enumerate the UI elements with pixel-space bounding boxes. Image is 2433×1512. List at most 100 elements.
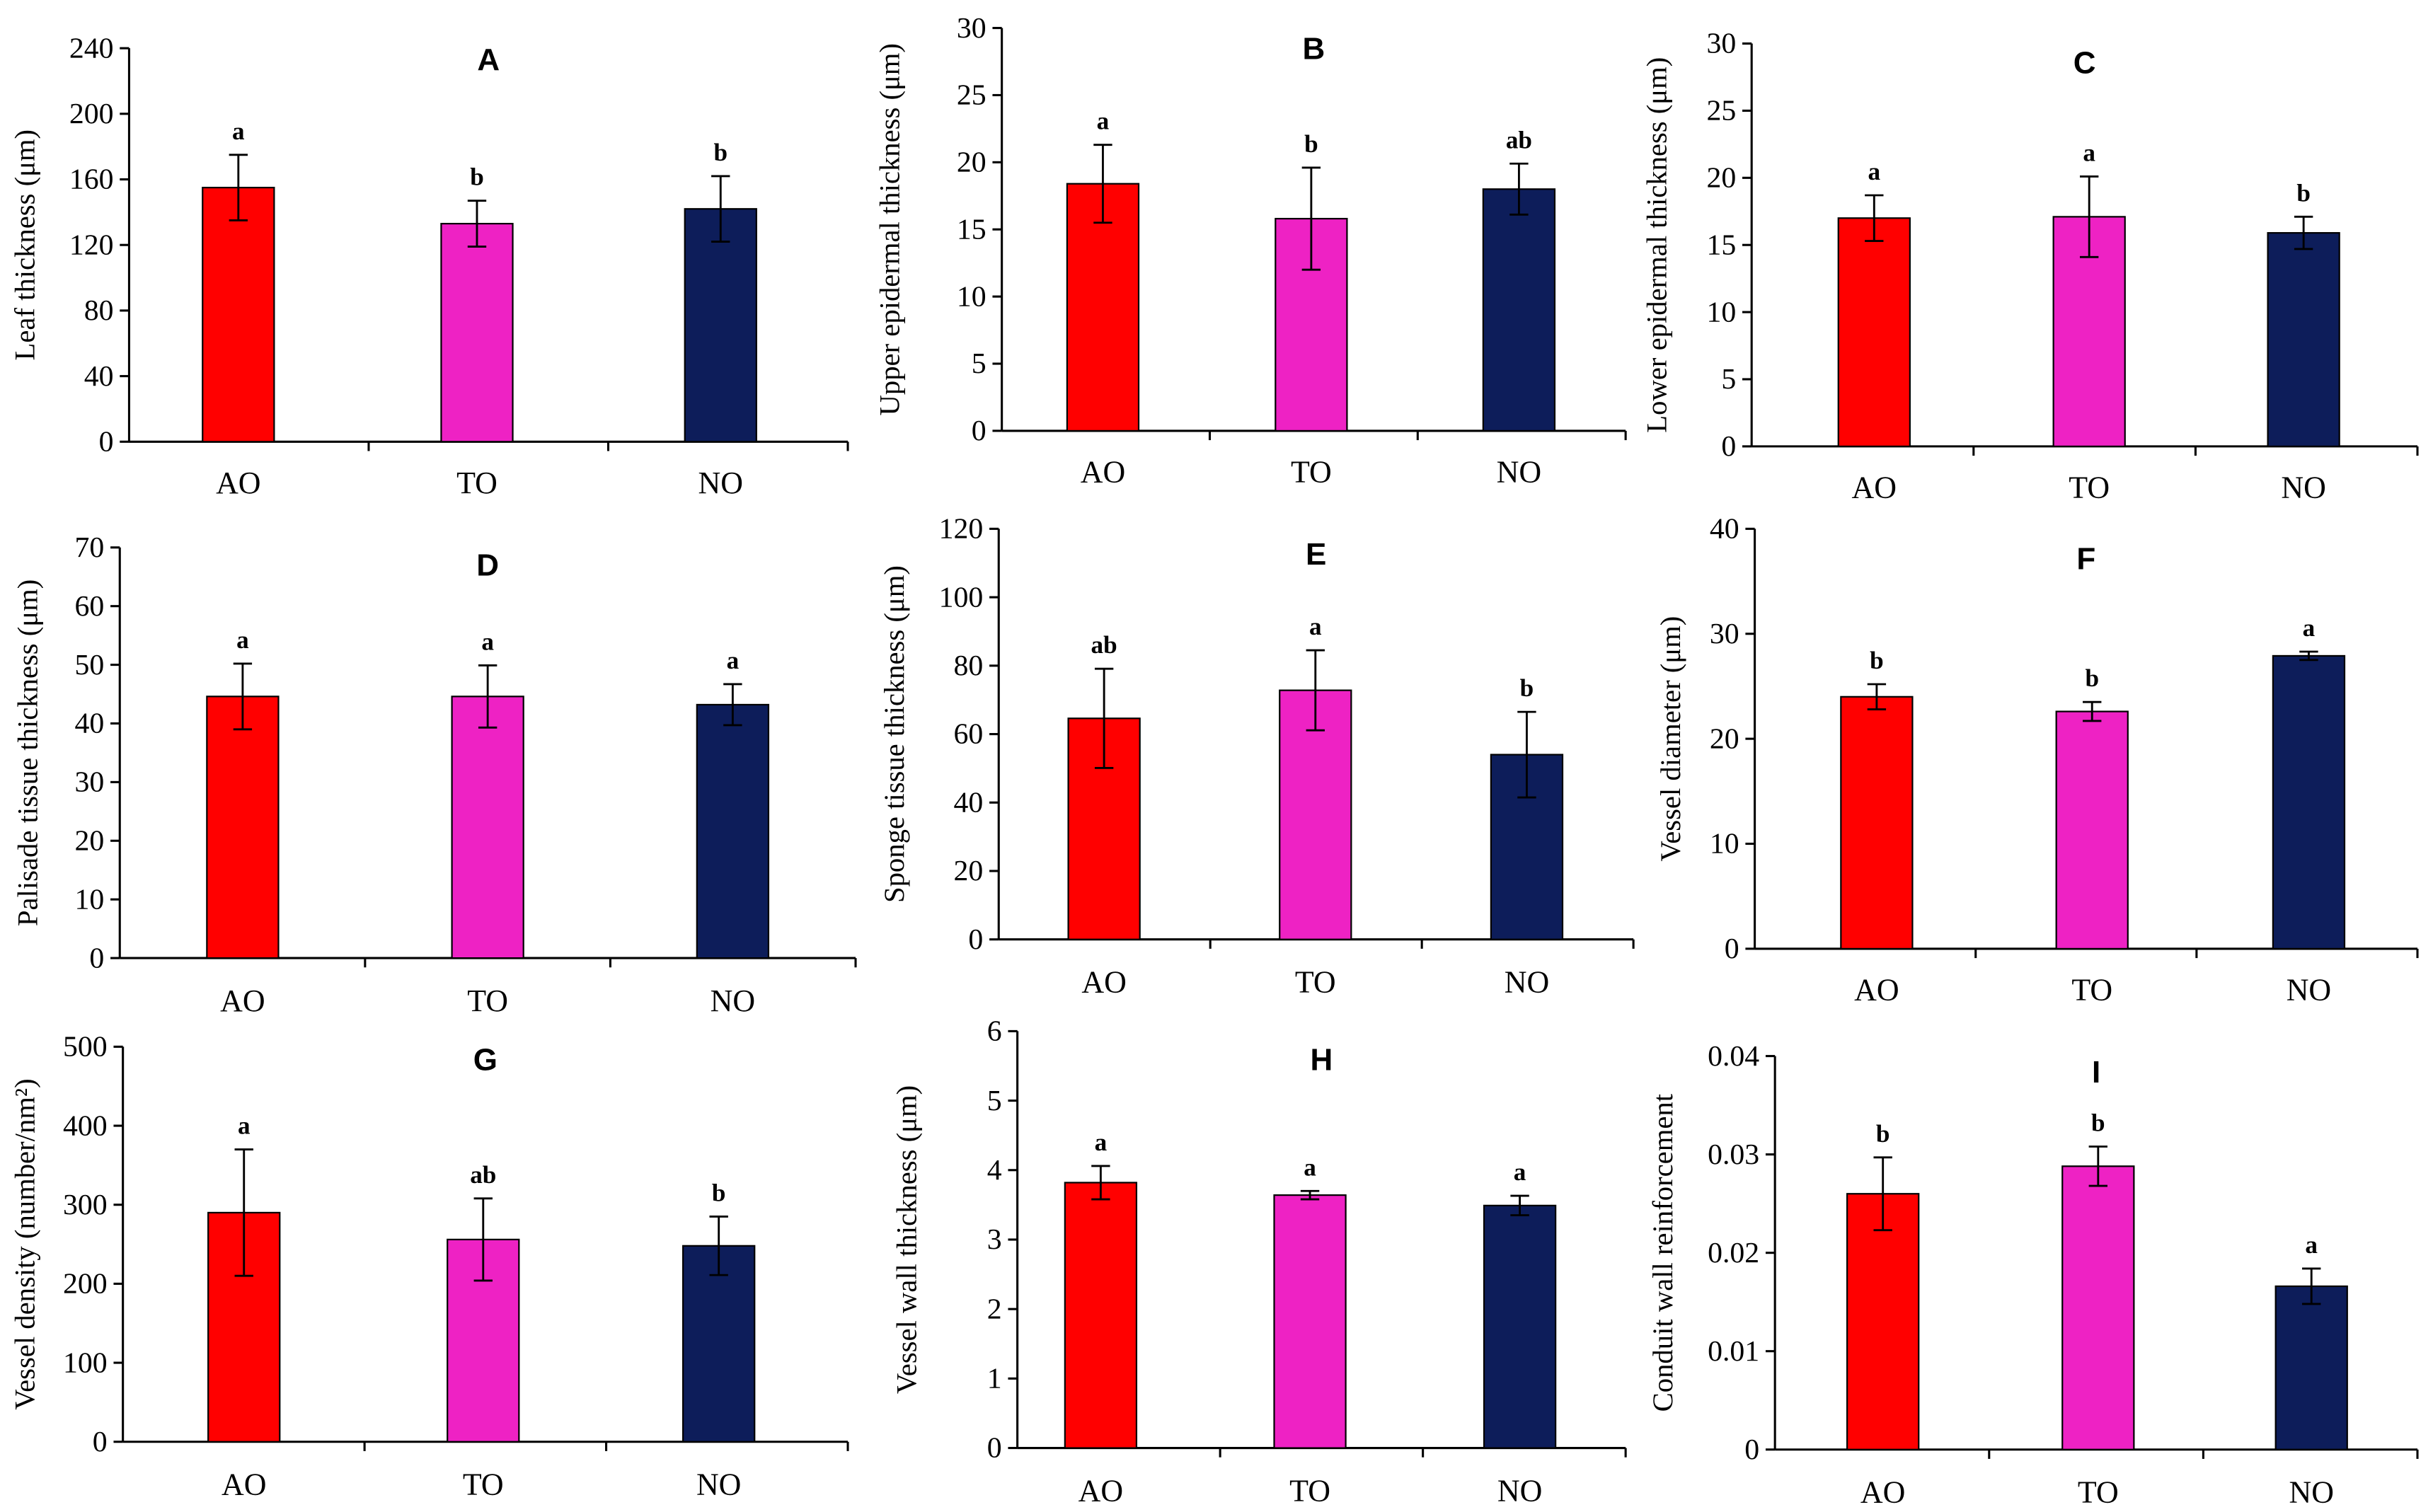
y-tick-label: 5 — [1721, 363, 1736, 396]
x-tick-label: AO — [222, 1467, 266, 1501]
bar-ao — [1846, 1193, 1920, 1450]
x-tick-label: TO — [463, 1467, 504, 1501]
x-tick-label: AO — [1860, 1475, 1905, 1509]
y-tick-label: 70 — [75, 531, 105, 564]
y-tick-label: 0 — [972, 415, 987, 447]
y-tick-label: 80 — [954, 650, 984, 682]
significance-letter: ab — [470, 1161, 496, 1189]
y-tick-label: 40 — [954, 786, 984, 819]
y-tick-label: 10 — [1710, 828, 1739, 860]
panel-title: C — [2073, 45, 2096, 80]
significance-letter: a — [1514, 1158, 1526, 1186]
y-tick-label: 5 — [972, 347, 987, 380]
y-tick-label: 0 — [987, 1432, 1002, 1465]
y-tick-label: 240 — [69, 32, 114, 64]
bar-no — [696, 703, 770, 959]
bar-no — [2272, 654, 2346, 950]
y-tick-label: 20 — [954, 855, 984, 887]
significance-letter: a — [1309, 613, 1322, 640]
y-tick-label: 120 — [939, 513, 984, 546]
y-tick-label: 30 — [1710, 618, 1739, 650]
bar-ao — [1067, 717, 1141, 940]
y-tick-label: 80 — [84, 294, 114, 327]
significance-letter: a — [2083, 139, 2095, 166]
significance-letter: a — [238, 1112, 251, 1140]
y-tick-label: 20 — [75, 824, 105, 857]
significance-letter: a — [2303, 614, 2316, 642]
bar-ao — [1064, 1182, 1138, 1449]
x-tick-label: NO — [2289, 1475, 2333, 1509]
bar-ao — [1840, 696, 1914, 950]
bar-to — [1279, 689, 1352, 940]
y-tick-label: 0 — [1725, 933, 1739, 965]
y-tick-label: 200 — [69, 98, 114, 130]
y-tick-label: 4 — [987, 1154, 1002, 1187]
panel-title: D — [476, 548, 499, 582]
significance-letter: b — [1520, 674, 1534, 702]
y-tick-label: 0 — [968, 923, 983, 956]
y-tick-label: 300 — [63, 1189, 108, 1221]
y-tick-label: 40 — [75, 708, 105, 740]
y-tick-label: 40 — [84, 360, 114, 393]
bar-to — [451, 696, 524, 959]
bar-no — [1482, 188, 1556, 432]
bar-to — [440, 222, 514, 443]
y-tick-label: 10 — [75, 883, 105, 916]
x-tick-label: NO — [2287, 972, 2331, 1007]
x-tick-label: NO — [1505, 964, 1549, 999]
y-axis-label: Vessel diameter (μm) — [1655, 616, 1686, 862]
panel-title: A — [477, 42, 500, 77]
x-tick-label: AO — [1079, 1473, 1123, 1508]
x-tick-label: TO — [1295, 964, 1336, 999]
y-tick-label: 0.02 — [1708, 1237, 1759, 1269]
y-tick-label: 2 — [987, 1293, 1002, 1325]
bar-no — [684, 208, 757, 443]
significance-letter: b — [713, 139, 727, 166]
x-tick-label: NO — [1497, 454, 1541, 489]
chart-panel-b: 0 5 10 15 20 25 30 a AO b TO ab NO B Upper epidermal t… — [874, 12, 1627, 489]
significance-letter: a — [236, 626, 249, 654]
y-tick-label: 6 — [987, 1015, 1002, 1048]
panel-title: F — [2076, 542, 2095, 577]
y-tick-label: 0.01 — [1708, 1335, 1759, 1368]
bar-ao — [206, 696, 280, 959]
y-axis-label: Vessel density (number/nm²) — [8, 1078, 40, 1409]
x-tick-label: TO — [1291, 454, 1332, 489]
x-tick-label: AO — [1081, 964, 1126, 999]
x-tick-label: AO — [220, 983, 265, 1018]
x-tick-label: TO — [456, 466, 497, 500]
significance-letter: b — [2296, 179, 2311, 207]
x-tick-label: NO — [711, 983, 755, 1018]
significance-letter: a — [1095, 1129, 1108, 1156]
x-tick-label: NO — [1497, 1473, 1542, 1508]
y-tick-label: 60 — [954, 718, 984, 751]
significance-letter: ab — [1506, 126, 1532, 154]
bar-to — [1273, 1194, 1347, 1449]
y-tick-label: 500 — [63, 1031, 108, 1063]
y-tick-label: 0.03 — [1708, 1138, 1759, 1171]
x-tick-label: TO — [2069, 470, 2110, 504]
y-tick-label: 0 — [99, 425, 114, 458]
chart-panel-i: 0 0.01 0.02 0.03 0.04 b AO b TO a NO I Conduit wall … — [1647, 1040, 2419, 1509]
y-tick-label: 0 — [1744, 1433, 1759, 1466]
bar-no — [2267, 232, 2340, 447]
y-tick-label: 0 — [1721, 430, 1736, 463]
y-tick-label: 160 — [69, 163, 114, 196]
x-tick-label: TO — [1289, 1473, 1330, 1508]
y-tick-label: 10 — [957, 280, 987, 313]
y-tick-label: 40 — [1710, 513, 1739, 546]
significance-letter: a — [1868, 158, 1881, 185]
x-tick-label: AO — [1081, 454, 1125, 489]
y-tick-label: 25 — [1706, 95, 1736, 127]
y-tick-label: 20 — [1710, 722, 1739, 755]
chart-panel-c: 0 5 10 15 20 25 30 a AO a TO b NO C Lower epidermal th… — [1640, 28, 2419, 504]
x-tick-label: AO — [1852, 470, 1897, 504]
y-tick-label: 60 — [75, 590, 105, 623]
bar-ao — [202, 187, 275, 443]
y-tick-label: 3 — [987, 1223, 1002, 1256]
bar-to — [2061, 1165, 2135, 1450]
panel-title: B — [1303, 32, 1325, 67]
panel-title: I — [2092, 1055, 2100, 1090]
y-tick-label: 400 — [63, 1109, 108, 1142]
y-tick-label: 0.04 — [1708, 1040, 1759, 1073]
